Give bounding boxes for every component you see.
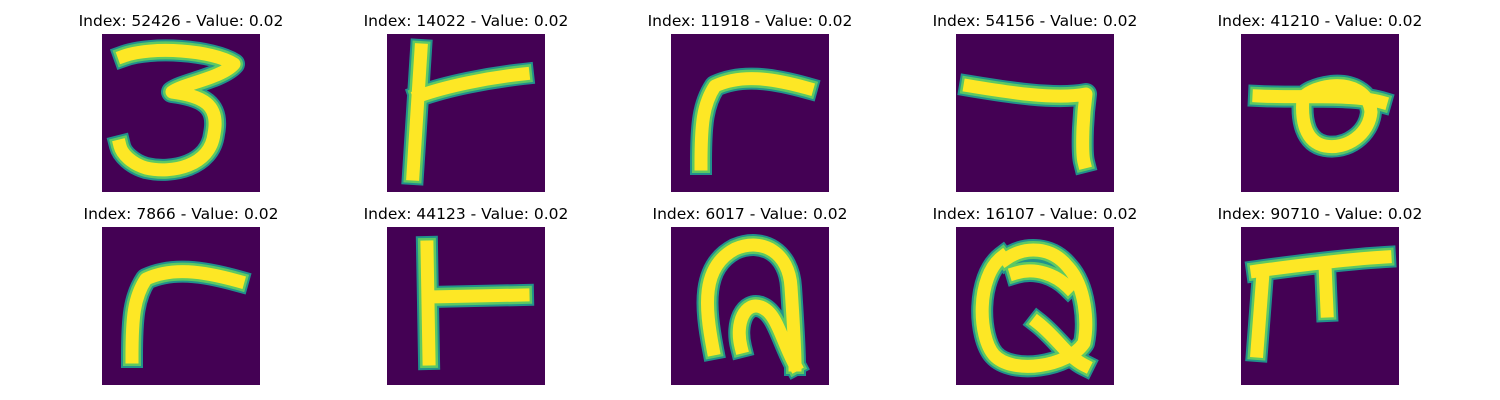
glyph-image [1241,34,1399,192]
panel-title: Index: 14022 - Value: 0.02 [327,10,605,32]
panel-title: Index: 7866 - Value: 0.02 [42,203,320,225]
glyph-image [1241,227,1399,385]
glyph-image [671,227,829,385]
panel-title: Index: 11918 - Value: 0.02 [611,10,889,32]
glyph-image [956,34,1114,192]
panel-title: Index: 54156 - Value: 0.02 [896,10,1174,32]
glyph-image [956,227,1114,385]
glyph-image [671,34,829,192]
panel-title: Index: 44123 - Value: 0.02 [327,203,605,225]
glyph-image [387,34,545,192]
glyph-image [387,227,545,385]
glyph-image [102,34,260,192]
panel-title: Index: 52426 - Value: 0.02 [42,10,320,32]
panel-title: Index: 90710 - Value: 0.02 [1181,203,1459,225]
panel-title: Index: 6017 - Value: 0.02 [611,203,889,225]
glyph-image [102,227,260,385]
panel-title: Index: 16107 - Value: 0.02 [896,203,1174,225]
panel-title: Index: 41210 - Value: 0.02 [1181,10,1459,32]
